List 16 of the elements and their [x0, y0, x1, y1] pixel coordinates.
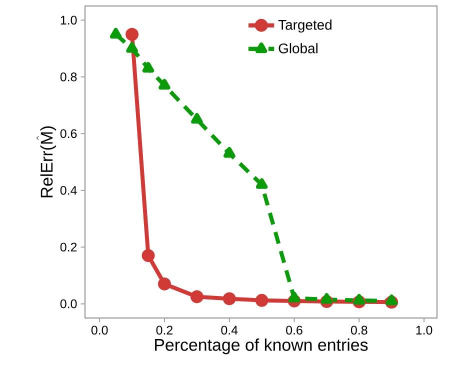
x-tick-label: 0.4	[221, 326, 238, 335]
x-tick-label: 0.6	[286, 326, 302, 335]
y-tick-label: 0.4	[60, 186, 77, 195]
y-tick-label: 0.2	[60, 242, 77, 252]
x-tick-label: 0.0	[91, 326, 108, 335]
y-tick-label: 1.0	[60, 16, 77, 25]
x-tick-label: 1.0	[416, 326, 432, 335]
x-tick-label: 0.2	[156, 326, 173, 335]
legend-label: Global	[278, 43, 318, 54]
y-tick-label: 0.8	[60, 72, 77, 82]
y-tick-label: 0.6	[60, 129, 77, 138]
y-tick-label: 0.0	[60, 299, 77, 308]
y-axis-title: $\textrm{RelErr(}\hat{\textrm{M}}\textrm{)}$	[36, 126, 56, 198]
x-tick-label: 0.8	[350, 326, 368, 335]
x-axis-title: Percentage of known entries	[155, 338, 368, 354]
legend-label: Targeted	[278, 20, 332, 33]
